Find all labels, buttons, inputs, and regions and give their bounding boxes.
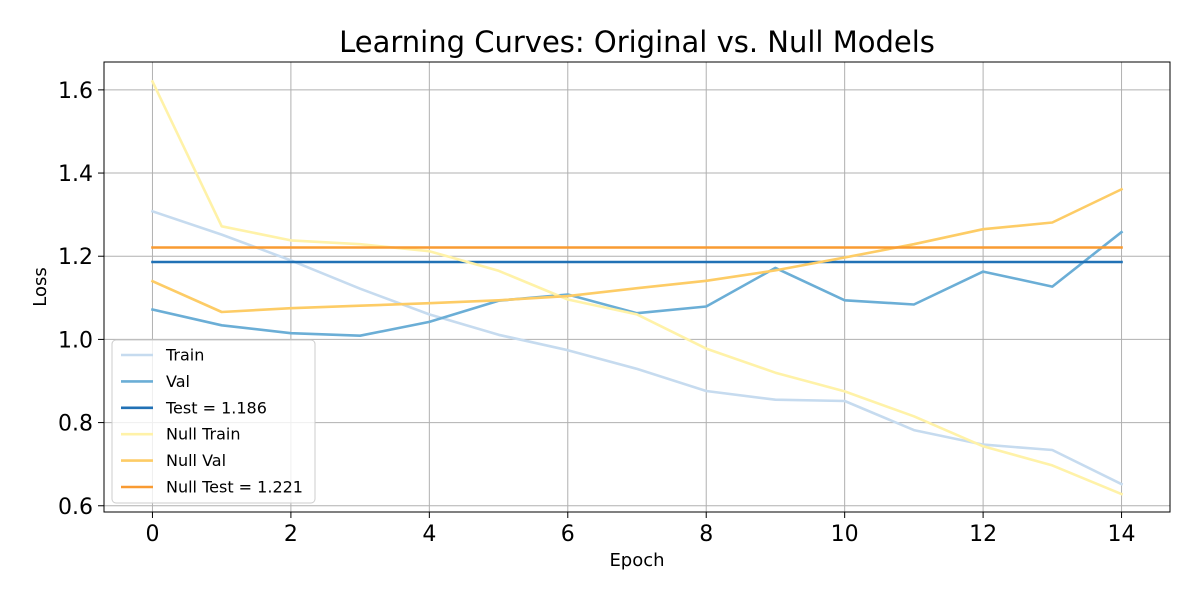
legend-label-null-test-1-221: Null Test = 1.221 bbox=[166, 478, 303, 497]
x-tick-label: 10 bbox=[831, 522, 859, 547]
legend-label-null-train: Null Train bbox=[166, 425, 240, 444]
chart-title: Learning Curves: Original vs. Null Model… bbox=[339, 25, 935, 59]
plot-frame bbox=[103, 61, 1171, 513]
legend-frame bbox=[111, 339, 316, 504]
y-tick-label: 0.6 bbox=[58, 495, 93, 520]
x-tick-label: 12 bbox=[969, 522, 997, 547]
legend-label-train: Train bbox=[165, 346, 204, 365]
y-tick-label: 1.6 bbox=[58, 79, 93, 104]
x-tick-label: 14 bbox=[1108, 522, 1136, 547]
x-tick-label: 4 bbox=[422, 522, 436, 547]
legend: Train Val Test = 1.186 Null Train Null Val Nu… bbox=[111, 339, 316, 504]
legend-label-test-1-186: Test = 1.186 bbox=[165, 398, 267, 417]
series-line-null-val bbox=[150, 187, 1124, 314]
axis-ticks: 0 2 4 6 8 10 12 14 0.6 0.8 1.0 1.2 1.4 1.6 bbox=[58, 79, 1136, 547]
x-tick-label: 2 bbox=[284, 522, 298, 547]
x-tick-label: 0 bbox=[145, 522, 159, 547]
series-line-train bbox=[150, 209, 1124, 486]
y-tick-label: 1.0 bbox=[58, 328, 93, 353]
x-axis-label: Epoch bbox=[609, 550, 664, 571]
y-tick-label: 0.8 bbox=[58, 412, 93, 437]
series-lines bbox=[150, 79, 1124, 496]
legend-label-null-val: Null Val bbox=[166, 451, 226, 470]
legend-label-val: Val bbox=[166, 372, 190, 391]
y-axis-label: Loss bbox=[30, 267, 51, 306]
x-tick-label: 6 bbox=[561, 522, 575, 547]
y-tick-label: 1.4 bbox=[58, 162, 93, 187]
y-tick-label: 1.2 bbox=[58, 245, 93, 270]
series-line-null-train bbox=[150, 79, 1124, 496]
x-tick-label: 8 bbox=[699, 522, 713, 547]
